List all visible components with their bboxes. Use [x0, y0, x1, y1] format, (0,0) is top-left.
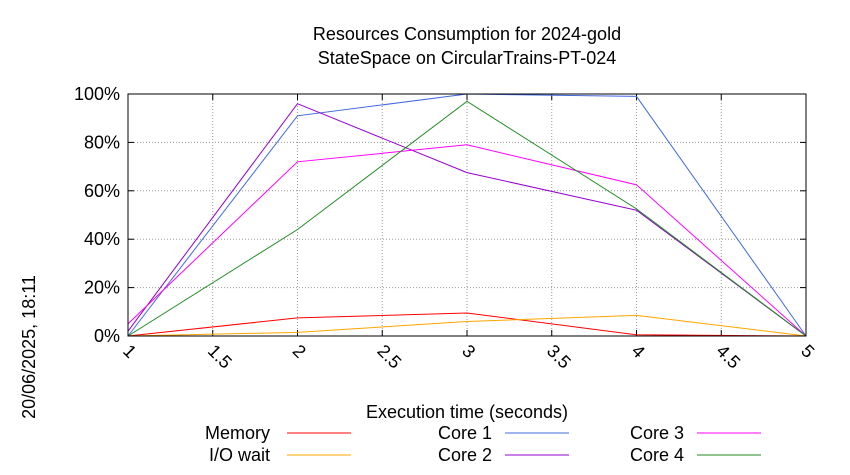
- y-tick-label: 0%: [94, 326, 120, 346]
- chart-title-line1: Resources Consumption for 2024-gold: [313, 24, 621, 44]
- legend-label: Core 1: [438, 423, 492, 443]
- timestamp-label: 20/06/2025, 18:11: [19, 275, 39, 419]
- x-tick-label: 1: [119, 341, 140, 362]
- chart-title-line2: StateSpace on CircularTrains-PT-024: [318, 48, 616, 68]
- x-tick-label: 2: [289, 341, 310, 362]
- x-tick-label: 1.5: [204, 341, 236, 373]
- x-axis-label: Execution time (seconds): [366, 402, 568, 422]
- y-tick-label: 20%: [84, 278, 120, 298]
- y-tick-label: 60%: [84, 181, 120, 201]
- axis-ticks: 0% 20% 40% 60% 80% 100% 1 1.5 2 2.5 3 3.5 4 4.5 5: [74, 84, 818, 373]
- series-line-core-3: [127, 144, 807, 337]
- legend-label: I/O wait: [209, 445, 270, 465]
- x-tick-label: 4: [628, 341, 649, 362]
- legend-label: Core 2: [438, 445, 492, 465]
- legend-label: Core 4: [630, 445, 684, 465]
- legend-label: Core 3: [630, 423, 684, 443]
- y-tick-label: 100%: [74, 84, 120, 104]
- x-tick-label: 4.5: [712, 341, 744, 373]
- plot-frame: [127, 93, 807, 337]
- legend-label: Memory: [205, 423, 270, 443]
- series-line-core-4: [127, 100, 807, 337]
- series-line-memory: [127, 312, 807, 337]
- x-tick-label: 3.5: [543, 341, 575, 373]
- series-line-core-2: [127, 103, 807, 337]
- grid: [128, 94, 806, 336]
- y-tick-label: 80%: [84, 132, 120, 152]
- y-tick-label: 40%: [84, 229, 120, 249]
- series-lines: [127, 93, 807, 337]
- x-tick-label: 5: [797, 341, 818, 362]
- x-tick-label: 3: [458, 341, 479, 362]
- x-tick-label: 2.5: [373, 341, 405, 373]
- series-line-i-o-wait: [127, 314, 807, 337]
